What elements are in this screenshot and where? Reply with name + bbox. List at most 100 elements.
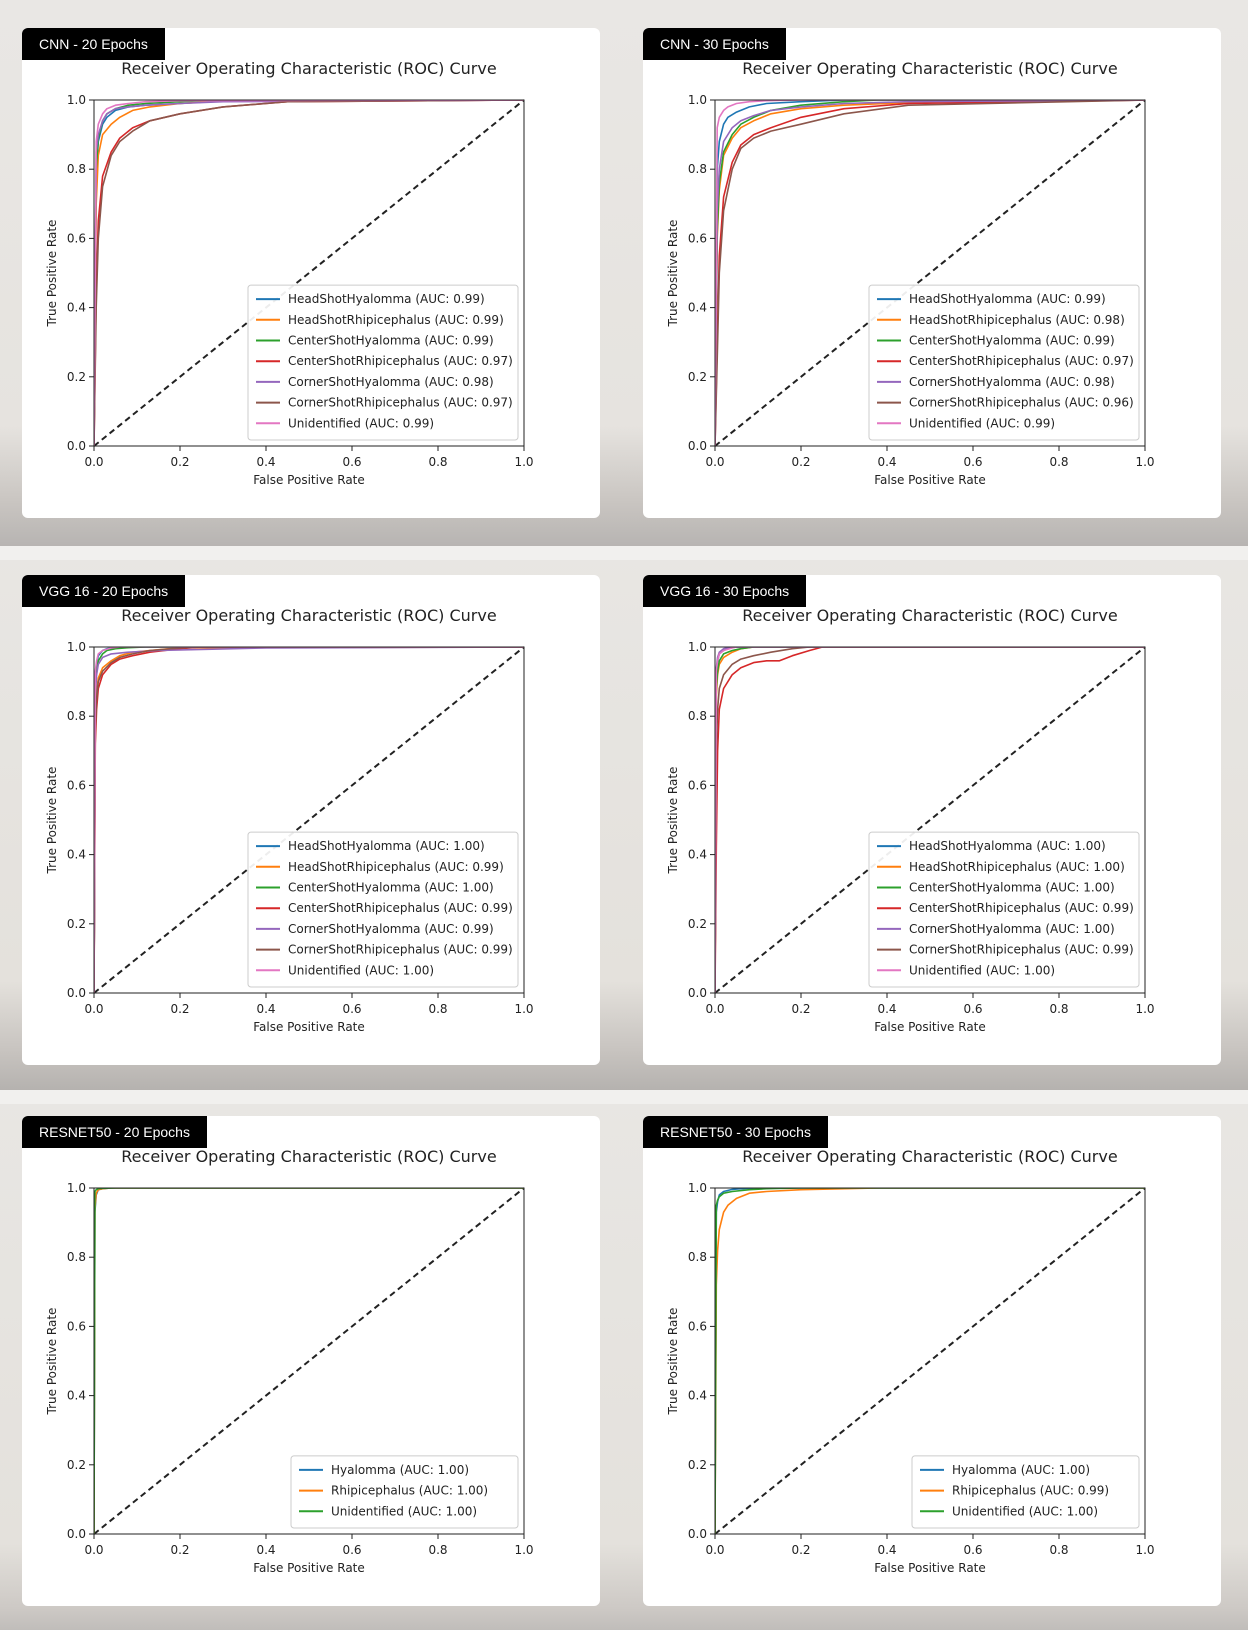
roc-line-series-5: [715, 100, 1145, 446]
x-tick-label: 0.2: [170, 1002, 189, 1016]
legend-entry: CornerShotRhipicephalus (AUC: 0.96): [909, 396, 1134, 410]
plot-frame: [714, 646, 1146, 994]
legend-entry: Unidentified (AUC: 0.99): [288, 416, 434, 430]
y-tick-label: 0.2: [67, 370, 86, 384]
y-tick-label: 0.2: [688, 917, 707, 931]
legend-entry: CenterShotRhipicephalus (AUC: 0.99): [909, 901, 1134, 915]
legend-entry: CenterShotRhipicephalus (AUC: 0.97): [909, 354, 1134, 368]
x-tick-label: 0.4: [256, 1002, 275, 1016]
x-tick-label: 0.2: [791, 1002, 810, 1016]
legend-entry: Hyalomma (AUC: 1.00): [952, 1463, 1090, 1477]
chance-diagonal-line: [714, 99, 1146, 447]
y-axis-label: True Positive Rate: [666, 1308, 680, 1416]
legend-entry: HeadShotHyalomma (AUC: 0.99): [288, 292, 485, 306]
x-tick-label: 0.6: [342, 1543, 361, 1557]
y-tick-label: 0.4: [67, 848, 86, 862]
y-tick-label: 1.0: [688, 1181, 707, 1195]
x-tick-label: 0.2: [791, 455, 810, 469]
chart-title: Receiver Operating Characteristic (ROC) …: [121, 1147, 496, 1166]
y-tick-label: 0.6: [688, 1319, 707, 1333]
y-tick-label: 0.0: [688, 986, 707, 1000]
y-tick-label: 0.8: [67, 709, 86, 723]
legend-box: [247, 831, 519, 988]
y-tick-label: 0.2: [688, 1458, 707, 1472]
legend-box: [911, 1455, 1140, 1529]
chance-diagonal-line: [714, 646, 1146, 994]
y-tick-label: 1.0: [67, 93, 86, 107]
legend-box: [247, 284, 519, 441]
x-tick-label: 1.0: [1135, 1002, 1154, 1016]
legend-entry: CenterShotRhipicephalus (AUC: 0.97): [288, 354, 513, 368]
plot-frame: [714, 99, 1146, 447]
y-tick-label: 0.6: [67, 778, 86, 792]
roc-chart-resnet50-20: Receiver Operating Characteristic (ROC) …: [45, 1147, 534, 1575]
legend-box: [868, 831, 1140, 988]
legend-entry: CornerShotHyalomma (AUC: 0.98): [909, 375, 1115, 389]
x-tick-label: 0.0: [84, 1002, 103, 1016]
x-tick-label: 0.6: [342, 455, 361, 469]
x-tick-label: 0.4: [256, 1543, 275, 1557]
roc-line-series-0: [715, 100, 1145, 446]
y-axis-label: True Positive Rate: [666, 220, 680, 328]
chart-card-cnn-30: Receiver Operating Characteristic (ROC) …: [643, 28, 1221, 518]
x-tick-label: 0.2: [170, 455, 189, 469]
x-tick-label: 0.8: [428, 455, 447, 469]
legend-entry: Unidentified (AUC: 1.00): [288, 963, 434, 977]
chart-title: Receiver Operating Characteristic (ROC) …: [742, 606, 1117, 625]
y-tick-label: 0.8: [688, 709, 707, 723]
y-tick-label: 0.2: [67, 1458, 86, 1472]
y-tick-label: 1.0: [67, 1181, 86, 1195]
legend-entry: CenterShotHyalomma (AUC: 1.00): [288, 881, 494, 895]
legend-entry: CornerShotRhipicephalus (AUC: 0.97): [288, 396, 513, 410]
panel-label: VGG 16 - 30 Epochs: [643, 575, 807, 607]
chart-title: Receiver Operating Characteristic (ROC) …: [742, 1147, 1117, 1166]
y-tick-label: 0.6: [67, 231, 86, 245]
plot-frame: [93, 1187, 525, 1535]
y-tick-label: 0.8: [688, 1250, 707, 1264]
legend-entry: HeadShotHyalomma (AUC: 1.00): [288, 839, 485, 853]
legend-entry: CenterShotRhipicephalus (AUC: 0.99): [288, 901, 513, 915]
legend-entry: Rhipicephalus (AUC: 1.00): [331, 1484, 488, 1498]
y-axis-label: True Positive Rate: [666, 767, 680, 875]
x-tick-label: 0.2: [791, 1543, 810, 1557]
legend-entry: Hyalomma (AUC: 1.00): [331, 1463, 469, 1477]
x-tick-label: 0.8: [1049, 455, 1068, 469]
x-tick-label: 0.6: [963, 1543, 982, 1557]
legend-entry: HeadShotRhipicephalus (AUC: 1.00): [909, 860, 1125, 874]
legend-entry: Unidentified (AUC: 0.99): [909, 416, 1055, 430]
x-axis-label: False Positive Rate: [874, 1561, 986, 1575]
y-tick-label: 0.0: [688, 439, 707, 453]
y-tick-label: 0.8: [67, 1250, 86, 1264]
x-axis-label: False Positive Rate: [874, 1020, 986, 1034]
y-tick-label: 0.0: [67, 439, 86, 453]
legend-entry: Unidentified (AUC: 1.00): [952, 1504, 1098, 1518]
y-tick-label: 0.4: [688, 301, 707, 315]
roc-line-series-4: [715, 100, 1145, 446]
y-tick-label: 0.2: [688, 370, 707, 384]
legend-box: [868, 284, 1140, 441]
chart-title: Receiver Operating Characteristic (ROC) …: [121, 59, 496, 78]
x-tick-label: 0.4: [877, 1002, 896, 1016]
x-tick-label: 0.8: [1049, 1543, 1068, 1557]
roc-chart-vgg16-20: Receiver Operating Characteristic (ROC) …: [45, 606, 534, 1034]
x-tick-label: 1.0: [1135, 455, 1154, 469]
y-tick-label: 0.4: [688, 848, 707, 862]
x-axis-label: False Positive Rate: [874, 473, 986, 487]
legend-entry: HeadShotRhipicephalus (AUC: 0.98): [909, 313, 1125, 327]
legend-entry: Unidentified (AUC: 1.00): [909, 963, 1055, 977]
x-tick-label: 0.0: [705, 1002, 724, 1016]
x-tick-label: 0.4: [877, 1543, 896, 1557]
roc-line-series-6: [94, 100, 524, 446]
roc-line-series-1: [715, 1188, 1145, 1534]
chart-card-vgg16-20: Receiver Operating Characteristic (ROC) …: [22, 575, 600, 1065]
roc-line-series-5: [94, 100, 524, 446]
legend-entry: CenterShotHyalomma (AUC: 0.99): [909, 334, 1115, 348]
roc-chart-vgg16-30: Receiver Operating Characteristic (ROC) …: [666, 606, 1155, 1034]
chart-card-vgg16-30: Receiver Operating Characteristic (ROC) …: [643, 575, 1221, 1065]
legend-entry: CornerShotHyalomma (AUC: 1.00): [909, 922, 1115, 936]
chart-card-resnet50-30: Receiver Operating Characteristic (ROC) …: [643, 1116, 1221, 1606]
y-tick-label: 1.0: [688, 93, 707, 107]
y-tick-label: 0.0: [67, 986, 86, 1000]
y-tick-label: 0.4: [67, 1389, 86, 1403]
legend-box: [290, 1455, 519, 1529]
